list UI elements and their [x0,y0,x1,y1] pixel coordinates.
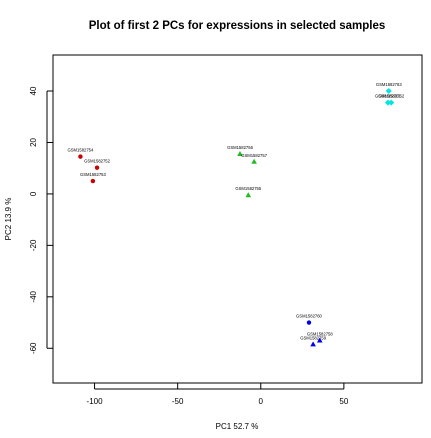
data-point-circle [78,154,83,159]
x-axis-label: PC1 52.7 % [216,422,259,431]
point-label: GSM1582763 [376,82,403,87]
point-label: GSM1582755 [235,186,262,191]
data-point-diamond [384,99,391,106]
point-label: GSM1582760 [296,314,323,319]
data-point-triangle [251,158,257,164]
data-point-circle [90,178,96,184]
y-tick-label: 20 [29,137,38,146]
y-axis: -60 -40 -20 0 20 40 [29,86,53,354]
plot-frame [52,54,423,384]
point-label: GSM1582754 [68,148,95,153]
data-point-diamond [385,88,392,95]
y-tick-label: -20 [29,239,38,251]
x-tick-label: -100 [87,397,104,406]
y-tick-label: 40 [29,86,38,95]
point-label: GSM1582758 [307,332,334,337]
data-points [78,88,395,347]
data-point-triangle [316,337,323,343]
x-axis: -100 -50 0 50 [87,383,349,406]
point-label: GSM1582757 [241,153,268,158]
data-point-triangle [237,151,243,157]
data-point-triangle [310,341,316,347]
point-label: GSM1582752 [84,159,111,164]
x-tick-label: -50 [172,397,184,406]
data-point-circle [94,165,100,170]
data-point-triangle [245,192,252,198]
point-label: GSM1582759 [300,335,327,340]
data-point-diamond [388,99,395,106]
point-label: GSM1582753 [80,172,107,177]
point-labels: GSM1582754 GSM1582752 GSM1582753 GSM1582756… [68,82,405,340]
point-label: GSM1582762 [378,94,405,99]
point-label: GSM1582756 [227,145,254,150]
y-tick-label: -60 [29,342,38,354]
y-axis-label: PC2 13.9 % [4,198,13,241]
x-tick-label: 0 [259,397,264,406]
data-point-circle [306,320,312,325]
x-tick-label: 50 [339,397,348,406]
y-tick-label: 0 [29,191,38,196]
chart-title: Plot of first 2 PCs for expressions in s… [89,20,386,32]
y-tick-label: -40 [29,290,38,302]
point-label: GSM1582761 [375,94,402,99]
